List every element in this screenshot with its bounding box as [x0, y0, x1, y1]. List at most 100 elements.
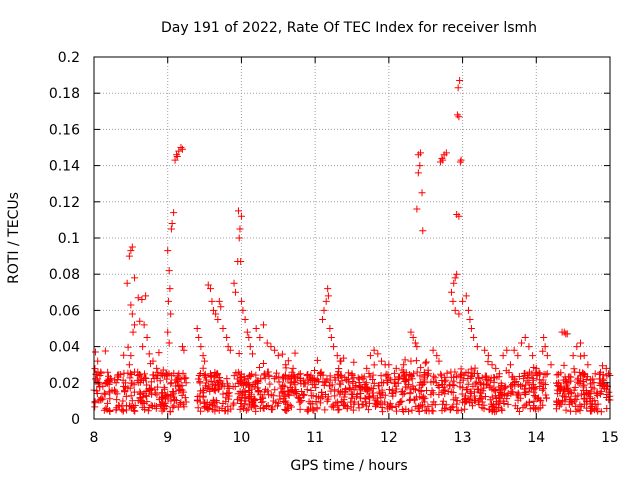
data-point	[243, 328, 251, 336]
data-point	[209, 306, 217, 314]
background-point	[506, 382, 514, 390]
background-point	[259, 360, 267, 368]
background-point	[224, 382, 232, 390]
data-point	[322, 297, 330, 305]
background-point	[338, 397, 346, 405]
background-point	[416, 372, 424, 380]
background-point	[450, 377, 458, 385]
background-point	[439, 397, 447, 405]
background-point	[111, 376, 119, 384]
background-point	[355, 378, 363, 386]
background-point	[397, 398, 405, 406]
background-point	[118, 402, 126, 410]
data-point	[370, 346, 378, 354]
background-point	[96, 383, 104, 391]
data-point	[470, 334, 478, 342]
data-point	[418, 189, 426, 197]
background-point	[592, 390, 600, 398]
background-point	[288, 372, 296, 380]
background-point	[121, 383, 129, 391]
background-point	[471, 380, 479, 388]
background-point	[567, 389, 575, 397]
background-point	[570, 397, 578, 405]
data-point	[193, 325, 201, 332]
background-point	[514, 396, 522, 404]
data-point	[333, 352, 341, 360]
background-point	[412, 357, 420, 365]
data-point	[591, 370, 599, 378]
background-point	[287, 403, 295, 411]
background-point	[520, 385, 528, 393]
background-point	[466, 396, 474, 404]
background-point	[373, 397, 381, 405]
background-point	[419, 395, 427, 403]
background-point	[398, 366, 406, 374]
background-point	[577, 372, 585, 380]
data-point	[165, 267, 173, 275]
background-point	[200, 372, 208, 380]
background-point	[215, 406, 223, 414]
background-point	[256, 395, 264, 403]
background-point	[571, 384, 579, 392]
background-point	[412, 402, 420, 410]
background-point	[140, 376, 148, 384]
background-point	[309, 381, 317, 389]
background-point	[199, 386, 207, 394]
data-point	[129, 328, 137, 336]
data-point	[584, 361, 592, 369]
background-point	[423, 387, 431, 395]
background-point	[415, 386, 423, 394]
data-point	[366, 352, 374, 360]
data-point	[195, 334, 203, 342]
data-point	[248, 350, 256, 358]
background-point	[578, 390, 586, 398]
background-point	[94, 375, 102, 383]
background-point	[238, 389, 246, 397]
y-tick-label: 0.1	[58, 231, 80, 247]
background-point	[417, 364, 425, 372]
background-point	[335, 380, 343, 388]
background-point	[508, 373, 516, 381]
background-point	[490, 385, 498, 393]
data-point	[413, 205, 421, 213]
background-point	[154, 368, 162, 376]
background-point	[374, 398, 382, 406]
data-point	[521, 334, 529, 342]
background-point	[128, 397, 136, 405]
background-point	[248, 401, 256, 409]
data-point	[407, 328, 415, 336]
background-point	[497, 405, 505, 413]
background-point	[432, 379, 440, 387]
data-point	[223, 334, 231, 342]
background-point	[461, 405, 469, 413]
background-point	[304, 378, 312, 386]
data-point	[241, 315, 249, 323]
background-point	[325, 382, 333, 390]
background-point	[229, 401, 237, 409]
data-point	[602, 364, 610, 372]
background-point	[254, 379, 262, 387]
data-point	[127, 247, 135, 255]
data-point	[455, 113, 463, 121]
background-point	[368, 389, 376, 397]
data-point	[206, 285, 214, 293]
background-point	[265, 371, 273, 379]
data-point	[171, 156, 179, 164]
data-point	[232, 288, 240, 296]
background-point	[161, 401, 169, 409]
background-point	[452, 394, 460, 402]
background-point	[291, 381, 299, 389]
background-point	[422, 358, 430, 366]
background-point	[336, 390, 344, 398]
background-point	[590, 385, 598, 393]
background-point	[146, 386, 154, 394]
background-point	[384, 379, 392, 387]
background-point	[449, 403, 457, 411]
background-point	[202, 379, 210, 387]
data-point	[320, 306, 328, 314]
background-point	[484, 358, 492, 366]
background-point	[310, 366, 318, 374]
data-point	[237, 258, 245, 266]
grid	[94, 57, 610, 419]
background-point	[564, 386, 572, 394]
